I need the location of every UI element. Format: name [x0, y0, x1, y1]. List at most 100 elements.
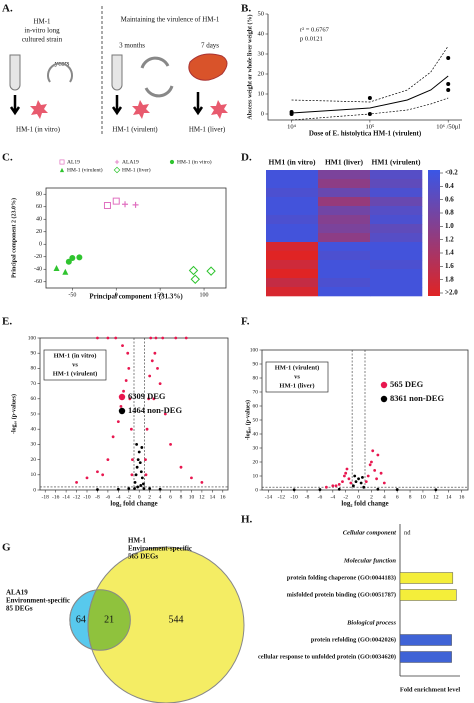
data-point — [147, 397, 151, 401]
heat-cell — [370, 215, 423, 225]
colorbar-label: 1.6 — [445, 262, 454, 270]
comparison-box — [265, 361, 329, 393]
data-point — [188, 265, 199, 276]
x-tick-label: -16 — [52, 494, 60, 500]
amoeba — [210, 100, 228, 119]
y-tick-label: -20 — [34, 254, 42, 260]
legend-marker — [114, 159, 120, 165]
data-point — [368, 463, 372, 467]
heat-cell — [318, 251, 371, 261]
y-tick-label: 20 — [258, 70, 265, 77]
x-tick-label: 10⁴ — [287, 123, 297, 130]
heat-cell — [370, 251, 423, 261]
venn-overlap — [87, 589, 131, 651]
heat-cell — [266, 206, 319, 216]
x-tick-label: 4 — [159, 494, 162, 500]
y-tick-label: 90 — [253, 361, 259, 367]
heat-cell — [318, 206, 371, 216]
x-tick-label: 50 — [157, 292, 163, 298]
legend-label: 1464 non-DEG — [128, 405, 182, 415]
legend-label: 565 DEG — [390, 379, 424, 389]
data-point — [366, 474, 370, 478]
set-label: 565 DEGs — [128, 553, 158, 561]
x-tick-label: -8 — [95, 494, 100, 500]
data-point — [179, 465, 183, 469]
x-axis-label: Dose of E. histolytica HM-1 (virulent) — [309, 130, 422, 138]
data-point — [116, 420, 120, 423]
data-point — [131, 458, 134, 461]
x-tick-label: 10⁶ /50μl — [436, 123, 460, 130]
data-point — [133, 487, 136, 490]
bar — [399, 589, 457, 601]
data-point — [158, 382, 162, 385]
tube — [111, 54, 123, 91]
y-tick-label: 10 — [31, 472, 37, 478]
data-point — [289, 110, 294, 114]
comparison-label: HM-1 (virulent) — [53, 370, 98, 377]
heat-cell — [266, 215, 319, 225]
x-tick-label: 12 — [433, 494, 439, 500]
data-point — [174, 336, 178, 340]
x-tick-label: 0 — [357, 494, 360, 500]
colorbar-label: 0.6 — [445, 195, 454, 203]
data-point — [136, 485, 140, 489]
heat-cell — [266, 179, 319, 189]
data-point — [148, 374, 152, 378]
value-label: nd — [404, 529, 411, 536]
heat-cell — [370, 206, 423, 216]
y-tick-label: 80 — [253, 375, 259, 381]
colorbar-label: 1.2 — [445, 235, 454, 243]
data-point — [142, 487, 146, 490]
data-point — [140, 476, 144, 480]
data-point — [353, 474, 357, 478]
duration: 7 days — [201, 42, 219, 50]
legend-marker — [113, 166, 121, 174]
region-count: 21 — [104, 614, 114, 625]
confidence-line — [291, 45, 449, 103]
data-point — [145, 427, 149, 431]
y-tick-label: 40 — [31, 426, 37, 432]
panel-a: A. HM-1 in-vitro long cultured strain Ma… — [2, 3, 228, 136]
x-tick-label: 16 — [459, 494, 465, 500]
panel-label: D. — [241, 152, 252, 164]
x-tick-label: 10 — [189, 494, 195, 500]
confidence-line — [291, 97, 449, 121]
data-point — [154, 336, 158, 340]
data-point — [161, 336, 165, 340]
x-tick-label: -14 — [62, 494, 70, 500]
data-point — [446, 88, 451, 92]
fit-line — [291, 75, 449, 114]
heat-cell — [266, 197, 319, 207]
legend-label: ALA19 — [122, 159, 139, 165]
category-label: cellular response to unfolded protein (G… — [258, 653, 396, 660]
colorbar-label: <0.2 — [445, 169, 458, 177]
x-tick-label: -12 — [73, 494, 81, 500]
data-point — [106, 336, 110, 340]
x-tick-label: -50 — [68, 292, 76, 298]
plot-frame — [45, 187, 227, 289]
y-tick-label: 0 — [33, 487, 36, 493]
legend-label: AL19 — [67, 159, 80, 165]
data-point — [135, 443, 139, 446]
x-tick-label: -8 — [305, 494, 310, 500]
data-point — [127, 367, 131, 370]
x-tick-label: -4 — [116, 494, 121, 500]
colorbar-label: 1.4 — [445, 249, 454, 257]
amoeba — [132, 100, 150, 119]
heat-cell — [266, 242, 319, 252]
data-point — [75, 481, 78, 484]
data-point — [376, 453, 380, 457]
liver — [188, 53, 228, 81]
data-point — [114, 336, 118, 340]
data-point — [111, 435, 115, 439]
column-label: HM1 (virulent) — [372, 158, 421, 167]
data-point — [128, 397, 132, 401]
duration: 3 months — [119, 42, 145, 50]
data-point — [334, 484, 338, 488]
y-tick-label: 80 — [31, 366, 37, 372]
heat-cell — [370, 278, 423, 288]
region-count: 544 — [169, 614, 184, 625]
y-tick-label: 100 — [28, 335, 37, 341]
heat-cell — [318, 242, 371, 252]
